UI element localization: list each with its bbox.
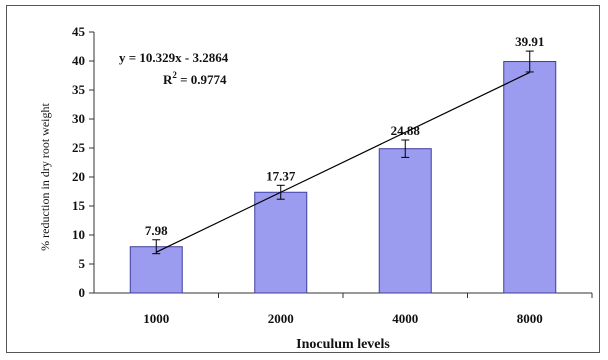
y-tick-label: 5 (79, 256, 86, 271)
trendline (155, 71, 531, 253)
y-ticks: 0 5 10 15 20 25 30 35 40 45 (72, 24, 94, 300)
y-tick-label: 0 (79, 285, 86, 300)
r-squared-r: R (163, 72, 173, 87)
bars (129, 61, 557, 294)
y-tick-label: 40 (72, 53, 85, 68)
chart-frame: 0 5 10 15 20 25 30 35 40 45 7.98 17.37 24.88 39.91 1… (6, 5, 600, 353)
x-tick-label: 4000 (392, 311, 418, 326)
x-tick-label: 8000 (517, 311, 543, 326)
r-squared-value: = 0.9774 (177, 72, 227, 87)
data-label: 39.91 (515, 34, 544, 49)
data-label: 17.37 (266, 168, 296, 183)
y-tick-label: 20 (72, 169, 85, 184)
data-labels: 7.98 17.37 24.88 39.91 (145, 34, 545, 238)
y-tick-label: 25 (72, 140, 86, 155)
bar (378, 148, 432, 294)
y-tick-label: 10 (72, 227, 85, 242)
y-tick-label: 45 (72, 24, 86, 39)
y-axis-title: % reduction in dry root weight (38, 103, 52, 251)
data-label: 7.98 (145, 223, 168, 238)
y-tick-label: 15 (72, 198, 86, 213)
y-tick-label: 30 (72, 111, 85, 126)
x-tick-label: 2000 (268, 311, 294, 326)
bar-chart: 0 5 10 15 20 25 30 35 40 45 7.98 17.37 24.88 39.91 1… (38, 24, 593, 352)
x-ticks: 1000 2000 4000 8000 (143, 293, 593, 326)
bar (129, 246, 183, 294)
bar (503, 61, 557, 294)
bar (254, 191, 308, 294)
y-tick-label: 35 (72, 82, 86, 97)
x-tick-label: 1000 (143, 311, 169, 326)
data-label: 24.88 (391, 123, 421, 138)
r-squared-sup: 2 (172, 70, 177, 80)
x-axis-title: Inoculum levels (296, 337, 390, 352)
error-bars (152, 50, 534, 255)
trend-equation: y = 10.329x - 3.2864 (119, 50, 229, 65)
r-squared-label: R2 = 0.9774 (163, 70, 227, 87)
